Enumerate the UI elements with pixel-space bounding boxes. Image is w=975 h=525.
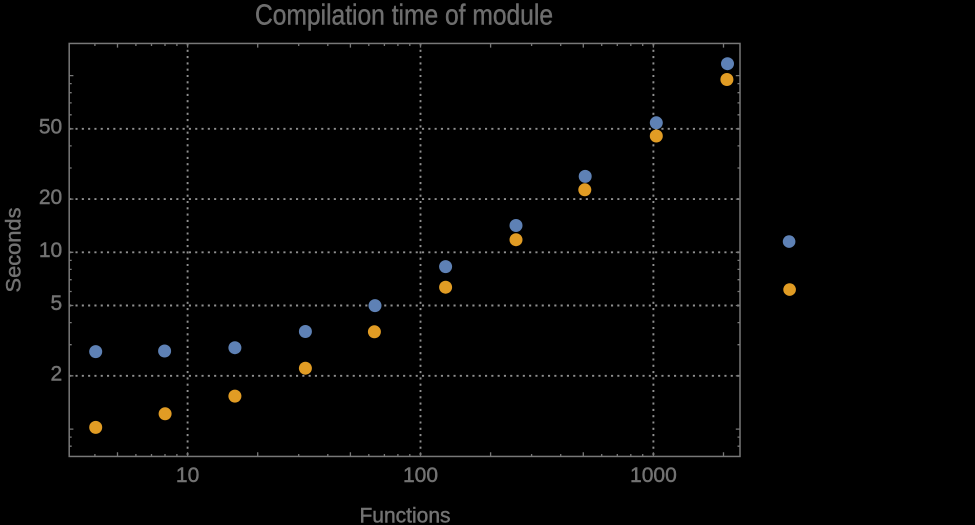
svg-text:2: 2 <box>51 363 63 386</box>
svg-text:Functions: Functions <box>359 504 450 525</box>
svg-text:20: 20 <box>39 186 62 209</box>
svg-text:10: 10 <box>176 464 199 487</box>
svg-text:Compilation time of module: Compilation time of module <box>255 0 553 32</box>
svg-text:100: 100 <box>403 464 438 487</box>
svg-text:10: 10 <box>39 239 62 262</box>
svg-text:5: 5 <box>51 292 63 315</box>
svg-text:50: 50 <box>39 116 62 139</box>
svg-text:1000: 1000 <box>630 464 677 487</box>
svg-text:Seconds: Seconds <box>3 208 26 293</box>
